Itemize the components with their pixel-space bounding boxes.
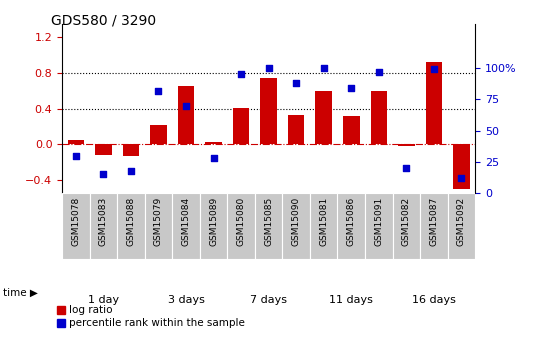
Bar — [310, 193, 338, 259]
Text: 16 days: 16 days — [412, 295, 456, 305]
Bar — [68, 140, 84, 144]
Bar — [338, 193, 365, 259]
Bar — [178, 87, 194, 144]
Bar — [90, 193, 117, 259]
Point — [154, 88, 163, 93]
Point — [374, 69, 383, 75]
Bar — [172, 193, 200, 259]
Text: GSM15086: GSM15086 — [347, 196, 356, 246]
Point — [71, 153, 80, 158]
Text: GSM15091: GSM15091 — [374, 196, 383, 246]
Point — [99, 172, 108, 177]
Bar — [62, 193, 90, 259]
Text: GSM15080: GSM15080 — [237, 196, 246, 246]
Text: GSM15078: GSM15078 — [71, 196, 80, 246]
Bar — [227, 193, 255, 259]
Text: GSM15089: GSM15089 — [209, 196, 218, 246]
Bar — [145, 193, 172, 259]
Bar — [288, 115, 305, 144]
Text: GSM15082: GSM15082 — [402, 196, 411, 246]
Text: 1 day: 1 day — [88, 295, 119, 305]
Point — [181, 103, 190, 108]
Text: GSM15087: GSM15087 — [429, 196, 438, 246]
Point — [457, 175, 465, 181]
Bar — [420, 193, 448, 259]
Text: GSM15090: GSM15090 — [292, 196, 301, 246]
Text: 11 days: 11 days — [329, 295, 373, 305]
Text: GSM15092: GSM15092 — [457, 196, 466, 246]
Bar — [123, 144, 139, 156]
Bar — [282, 193, 310, 259]
Text: 7 days: 7 days — [250, 295, 287, 305]
Text: GSM15088: GSM15088 — [126, 196, 136, 246]
Point — [292, 80, 300, 86]
Bar — [255, 193, 282, 259]
Bar — [370, 91, 387, 144]
Point — [319, 65, 328, 71]
Point — [347, 85, 355, 91]
Text: GSM15085: GSM15085 — [264, 196, 273, 246]
Text: GSM15083: GSM15083 — [99, 196, 108, 246]
Bar — [426, 61, 442, 144]
Bar — [200, 193, 227, 259]
Bar — [95, 144, 112, 155]
Bar — [315, 91, 332, 144]
Bar — [233, 108, 249, 144]
Bar — [398, 144, 415, 146]
Text: GSM15081: GSM15081 — [319, 196, 328, 246]
Bar — [365, 193, 393, 259]
Bar — [205, 142, 222, 144]
Bar — [150, 125, 167, 144]
Point — [237, 71, 245, 77]
Bar — [343, 116, 360, 144]
Bar — [453, 144, 470, 189]
Point — [265, 65, 273, 71]
Legend: log ratio, percentile rank within the sample: log ratio, percentile rank within the sa… — [57, 305, 245, 328]
Text: GDS580 / 3290: GDS580 / 3290 — [51, 14, 157, 28]
Point — [429, 67, 438, 72]
Bar — [117, 193, 145, 259]
Point — [126, 168, 135, 174]
Text: 3 days: 3 days — [167, 295, 205, 305]
Point — [210, 155, 218, 161]
Text: GSM15084: GSM15084 — [181, 196, 191, 246]
Bar — [393, 193, 420, 259]
Text: GSM15079: GSM15079 — [154, 196, 163, 246]
Bar — [448, 193, 475, 259]
Bar — [260, 78, 277, 144]
Point — [402, 165, 410, 171]
Text: time ▶: time ▶ — [3, 288, 38, 298]
